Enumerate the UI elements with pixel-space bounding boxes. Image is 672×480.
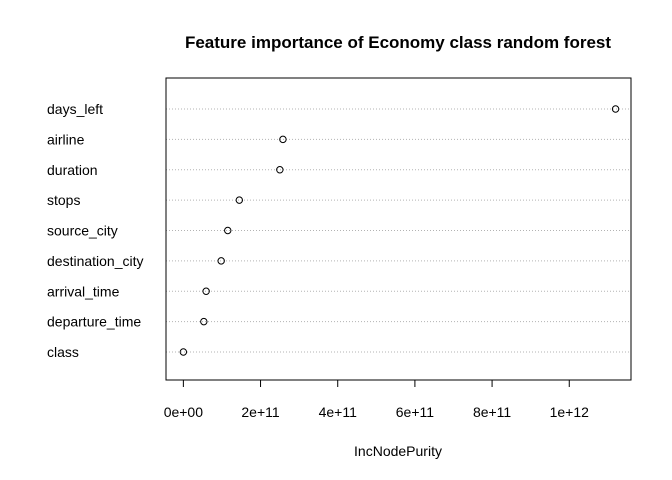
x-tick-label: 4e+11	[319, 404, 357, 420]
data-point	[279, 135, 287, 144]
data-point	[217, 257, 225, 265]
x-tick-label: 1e+12	[550, 404, 590, 420]
x-tick-label: 6e+11	[396, 404, 434, 420]
category-label: duration	[47, 162, 98, 178]
category-label: days_left	[47, 101, 103, 117]
category-label: arrival_time	[47, 283, 120, 299]
x-tick-label: 0e+00	[164, 404, 204, 420]
data-point	[202, 287, 210, 295]
category-label: stops	[47, 192, 80, 208]
x-tick-label: 2e+11	[241, 404, 279, 420]
x-axis: 0e+00 2e+11 4e+11 6e+11 8e+11 1e+12	[164, 379, 590, 420]
category-label: source_city	[47, 223, 118, 239]
data-point	[200, 317, 208, 326]
data-point	[179, 348, 188, 356]
category-label: class	[47, 344, 79, 360]
category-label: departure_time	[47, 314, 141, 330]
data-point	[276, 166, 284, 174]
data-point	[235, 196, 244, 204]
plot-box	[165, 77, 632, 381]
category-label: airline	[47, 131, 85, 147]
data-point	[611, 105, 620, 113]
chart-title: Feature importance of Economy class rand…	[185, 33, 611, 52]
data-points	[179, 105, 620, 356]
grid-lines	[166, 108, 631, 353]
x-axis-title: IncNodePurity	[354, 443, 442, 459]
data-point	[224, 226, 232, 235]
category-label: destination_city	[47, 253, 144, 269]
x-tick-label: 8e+11	[473, 404, 511, 420]
